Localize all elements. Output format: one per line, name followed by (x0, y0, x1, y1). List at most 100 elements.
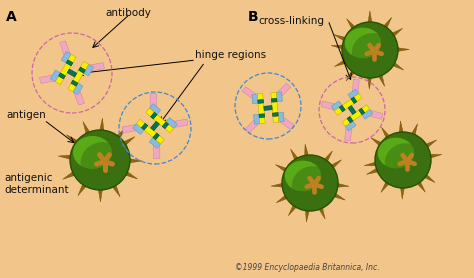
Polygon shape (63, 169, 79, 179)
Polygon shape (381, 17, 392, 32)
Polygon shape (421, 172, 435, 183)
Polygon shape (278, 112, 284, 122)
Polygon shape (245, 120, 258, 133)
Polygon shape (74, 91, 84, 105)
Text: A: A (6, 10, 17, 24)
Polygon shape (122, 125, 136, 133)
Polygon shape (242, 87, 256, 98)
Polygon shape (151, 121, 159, 131)
Polygon shape (382, 127, 392, 142)
Polygon shape (367, 11, 373, 26)
Polygon shape (317, 204, 325, 219)
Circle shape (282, 155, 338, 211)
Polygon shape (264, 106, 272, 110)
Polygon shape (334, 94, 362, 115)
Polygon shape (50, 70, 60, 82)
Polygon shape (254, 114, 260, 124)
Circle shape (342, 22, 398, 78)
Polygon shape (83, 64, 94, 76)
Polygon shape (330, 191, 345, 200)
Polygon shape (99, 118, 104, 135)
Polygon shape (73, 83, 83, 95)
Polygon shape (166, 118, 177, 128)
Polygon shape (328, 160, 342, 171)
Polygon shape (271, 98, 277, 102)
Polygon shape (345, 121, 356, 131)
Circle shape (70, 130, 130, 190)
Polygon shape (58, 155, 75, 160)
Polygon shape (348, 89, 359, 99)
Polygon shape (153, 133, 159, 140)
Polygon shape (67, 69, 77, 77)
Polygon shape (276, 92, 283, 102)
Polygon shape (346, 67, 357, 81)
Polygon shape (331, 45, 346, 50)
Polygon shape (66, 60, 73, 66)
Polygon shape (342, 105, 370, 126)
Ellipse shape (352, 33, 394, 72)
Polygon shape (422, 140, 437, 150)
Polygon shape (141, 123, 148, 130)
Polygon shape (276, 193, 291, 203)
Polygon shape (347, 116, 353, 123)
Polygon shape (331, 101, 342, 111)
Polygon shape (348, 105, 356, 115)
Polygon shape (335, 58, 349, 66)
Polygon shape (71, 80, 78, 86)
Polygon shape (389, 60, 404, 70)
Polygon shape (90, 63, 105, 71)
Polygon shape (55, 54, 76, 85)
Polygon shape (146, 108, 173, 133)
Ellipse shape (292, 166, 334, 205)
Polygon shape (291, 149, 301, 163)
Polygon shape (68, 61, 89, 92)
Polygon shape (321, 101, 335, 110)
Polygon shape (394, 47, 409, 52)
Ellipse shape (73, 136, 112, 169)
Polygon shape (271, 92, 279, 123)
Ellipse shape (81, 142, 126, 184)
Ellipse shape (345, 28, 381, 58)
Polygon shape (415, 178, 425, 192)
Polygon shape (366, 167, 382, 174)
Polygon shape (78, 180, 89, 196)
Polygon shape (257, 93, 265, 124)
Polygon shape (346, 19, 358, 33)
Text: antigen: antigen (6, 110, 46, 120)
Polygon shape (359, 108, 365, 115)
Polygon shape (367, 74, 372, 89)
Polygon shape (39, 75, 54, 83)
Polygon shape (376, 71, 384, 86)
Polygon shape (59, 73, 65, 79)
Polygon shape (151, 112, 157, 119)
Polygon shape (137, 119, 164, 144)
Polygon shape (110, 181, 120, 197)
Polygon shape (150, 93, 156, 107)
Polygon shape (66, 135, 81, 147)
Polygon shape (399, 121, 404, 136)
Text: B: B (248, 10, 259, 24)
Polygon shape (133, 123, 144, 135)
Circle shape (375, 132, 431, 188)
Polygon shape (278, 83, 291, 96)
Polygon shape (364, 161, 380, 166)
Text: antibody: antibody (105, 8, 151, 18)
Polygon shape (273, 113, 278, 116)
Polygon shape (149, 137, 161, 148)
Polygon shape (275, 165, 290, 174)
Polygon shape (381, 178, 392, 192)
Polygon shape (149, 104, 161, 115)
Text: antigenic
determinant: antigenic determinant (4, 173, 69, 195)
Polygon shape (345, 128, 352, 141)
Polygon shape (121, 169, 137, 179)
Polygon shape (400, 184, 405, 199)
Ellipse shape (285, 161, 321, 191)
Polygon shape (388, 28, 402, 39)
Text: hinge regions: hinge regions (195, 50, 266, 60)
Polygon shape (321, 151, 332, 165)
Polygon shape (98, 185, 103, 202)
Polygon shape (334, 182, 349, 187)
Polygon shape (334, 34, 349, 43)
Polygon shape (114, 127, 126, 142)
Polygon shape (410, 124, 418, 139)
